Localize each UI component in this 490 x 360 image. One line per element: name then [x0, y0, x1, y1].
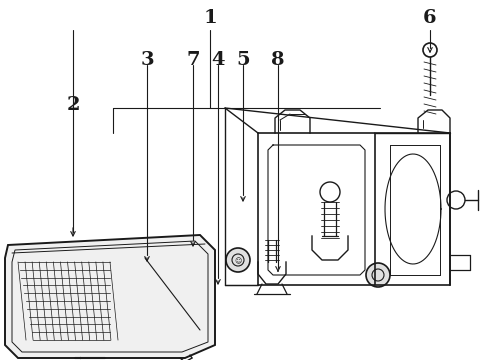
- Text: ☺: ☺: [234, 258, 242, 264]
- Text: 4: 4: [211, 51, 225, 69]
- Circle shape: [366, 263, 390, 287]
- Polygon shape: [5, 235, 215, 358]
- Circle shape: [226, 248, 250, 272]
- Text: 8: 8: [271, 51, 285, 69]
- Text: 2: 2: [66, 96, 80, 114]
- Text: 1: 1: [203, 9, 217, 27]
- Text: 7: 7: [186, 51, 200, 69]
- Text: 5: 5: [236, 51, 250, 69]
- Text: 3: 3: [140, 51, 154, 69]
- Text: 6: 6: [423, 9, 437, 27]
